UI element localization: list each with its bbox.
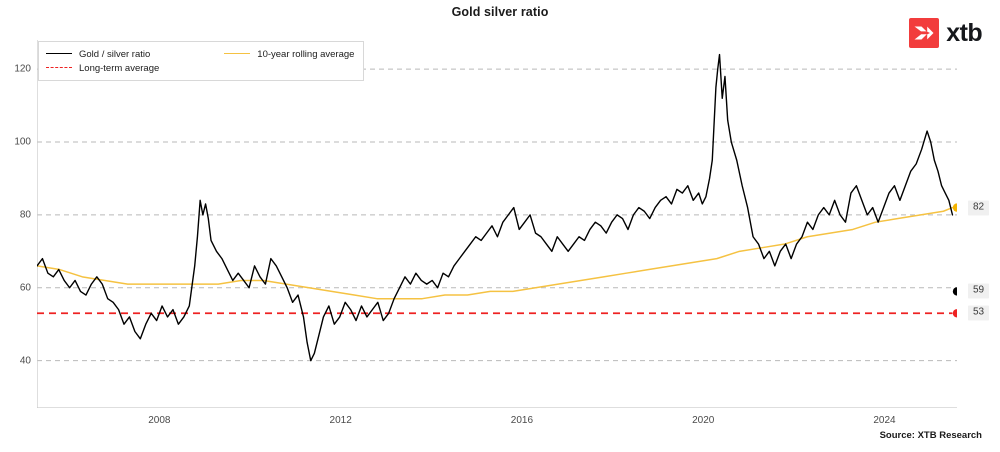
y-axis: 40 60 80 100 120: [0, 40, 31, 408]
endpoint-markers: [952, 203, 957, 318]
page-title: Gold silver ratio: [451, 5, 549, 19]
series-10-year-rolling-average: [37, 206, 954, 300]
legend-item-10-year-rolling-average: 10-year rolling average: [224, 49, 354, 60]
legend-swatch-line-icon: [224, 49, 251, 59]
x-axis: 2008 2012 2016 2020 2024: [37, 415, 957, 429]
source-note: Source: XTB Research: [879, 430, 982, 441]
x-tick-label: 2016: [510, 415, 534, 426]
axis-lines: [37, 40, 957, 408]
legend-label: Long-term average: [79, 62, 160, 74]
end-value-badge: 59: [968, 283, 990, 299]
x-tick-label: 2008: [148, 415, 171, 426]
x-tick-label: 2020: [692, 415, 715, 426]
legend-row-1: Gold / silver ratio 10-year rolling aver…: [46, 47, 354, 61]
series-gold-silver-ratio: [37, 53, 954, 362]
y-tick-label: 100: [14, 136, 31, 148]
legend-row-2: Long-term average: [46, 61, 354, 75]
y-tick-label: 120: [14, 63, 31, 75]
y-tick-label: 80: [19, 209, 31, 221]
legend: Gold / silver ratio 10-year rolling aver…: [38, 41, 365, 81]
y-tick-label: 60: [19, 282, 31, 294]
legend-label: Gold / silver ratio: [79, 48, 151, 60]
y-tick-label: 40: [19, 355, 31, 367]
xtb-logo: xtb: [909, 18, 983, 48]
chart-canvas: [37, 40, 957, 408]
plot-area: [37, 40, 957, 408]
legend-label: 10-year rolling average: [257, 48, 355, 60]
brand-wordmark: xtb: [946, 18, 982, 47]
legend-swatch-dashed-icon: [46, 63, 72, 73]
legend-item-gold-silver-ratio: Gold / silver ratio: [46, 49, 150, 60]
x-tick-label: 2024: [873, 415, 896, 426]
legend-item-long-term-average: Long-term average: [46, 63, 159, 74]
end-value-badge: 53: [968, 305, 990, 321]
xtb-arrow-icon: [909, 18, 940, 48]
end-value-badge: 82: [968, 200, 990, 216]
legend-swatch-line-icon: [46, 49, 72, 59]
x-tick-label: 2012: [329, 415, 352, 426]
